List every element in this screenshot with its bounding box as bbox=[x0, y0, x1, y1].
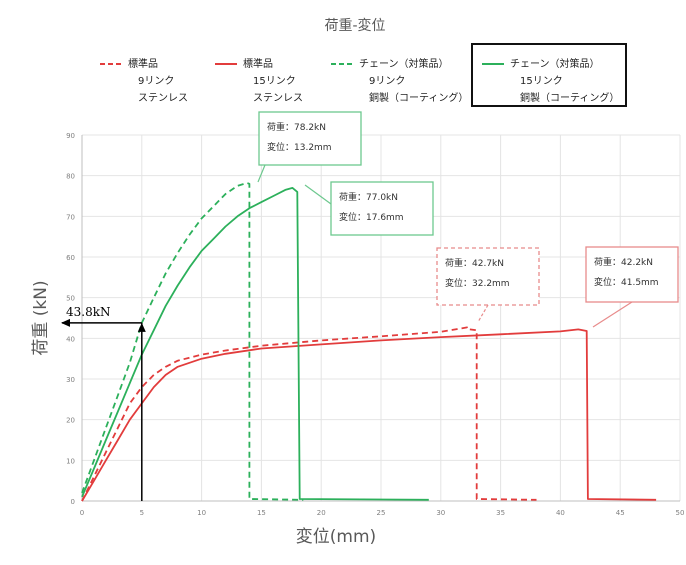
annotation-leader-1 bbox=[257, 164, 266, 183]
x-tick-label: 35 bbox=[496, 509, 505, 517]
axes bbox=[81, 135, 680, 502]
legend-label-3: チェーン（対策品） bbox=[359, 57, 449, 70]
annotation-box-2 bbox=[330, 181, 434, 236]
annotation-box-4 bbox=[585, 246, 679, 303]
y-axis-label: 荷重 (kN) bbox=[31, 280, 51, 355]
annotation-load: 荷重：42.7kN bbox=[445, 257, 504, 269]
y-tick-label: 80 bbox=[66, 173, 75, 181]
annotation-load: 荷重：77.0kN bbox=[339, 191, 398, 203]
legend-label-4: 銅製（コーティング） bbox=[520, 91, 619, 104]
marker-arrowhead-up bbox=[137, 322, 146, 332]
y-tick-label: 90 bbox=[66, 132, 75, 140]
x-tick-label: 15 bbox=[257, 509, 266, 517]
legend-label-1: 標準品 bbox=[128, 57, 158, 70]
x-tick-label: 50 bbox=[676, 509, 685, 517]
x-tick-label: 10 bbox=[197, 509, 206, 517]
annotation-load: 荷重：42.2kN bbox=[594, 256, 653, 268]
annotation-leader-2 bbox=[304, 184, 332, 205]
marker-arrowhead-left bbox=[61, 318, 70, 327]
marker-value-label: 43.8kN bbox=[66, 305, 111, 319]
legend-label-1: 9リンク bbox=[138, 75, 174, 87]
annotation-leader-3 bbox=[477, 304, 489, 323]
x-tick-label: 20 bbox=[317, 509, 326, 517]
legend-label-2: 標準品 bbox=[243, 57, 273, 70]
y-tick-label: 30 bbox=[66, 376, 75, 384]
legend-label-2: ステンレス bbox=[253, 93, 303, 104]
annotation-displacement: 変位：17.6mm bbox=[339, 211, 404, 223]
legend-label-3: 9リンク bbox=[369, 75, 405, 87]
grid bbox=[82, 134, 681, 501]
chart-title: 荷重-変位 bbox=[324, 17, 385, 34]
x-tick-label: 25 bbox=[377, 509, 386, 517]
annotation-displacement: 変位：32.2mm bbox=[445, 277, 510, 289]
legend-label-2: 15リンク bbox=[253, 75, 296, 87]
legend-label-4: チェーン（対策品） bbox=[510, 57, 600, 70]
annotation-displacement: 変位：13.2mm bbox=[267, 141, 332, 153]
tick-labels: 0 10 20 30 40 50 60 70 80 90 0 5 10 15 20 25 30 35 40 45 50 bbox=[66, 132, 684, 517]
y-tick-label: 50 bbox=[66, 295, 75, 303]
x-tick-label: 45 bbox=[616, 509, 625, 517]
x-tick-label: 0 bbox=[80, 509, 84, 517]
annotation-box-1 bbox=[258, 111, 362, 166]
y-tick-label: 70 bbox=[66, 213, 75, 221]
annotation-box-3 bbox=[436, 247, 540, 306]
x-axis-label: 変位(mm) bbox=[296, 527, 376, 547]
value-marker: 43.8kN bbox=[61, 305, 146, 501]
legend-highlight-box bbox=[471, 43, 627, 107]
x-tick-label: 30 bbox=[436, 509, 445, 517]
annotation-displacement: 変位：41.5mm bbox=[594, 276, 659, 288]
series-line-2 bbox=[81, 328, 657, 502]
annotations: 荷重：78.2kN 変位：13.2mm 荷重：77.0kN 変位：17.6mm 荷重：4… bbox=[257, 111, 679, 328]
series-line-1 bbox=[81, 326, 537, 502]
series-line-3 bbox=[81, 182, 304, 501]
series-line-4 bbox=[81, 187, 429, 501]
legend-label-4: 15リンク bbox=[520, 75, 563, 87]
x-tick-label: 5 bbox=[140, 509, 144, 517]
annotation-leader-4 bbox=[592, 301, 633, 328]
legend-label-3: 銅製（コーティング） bbox=[369, 91, 468, 104]
y-tick-label: 40 bbox=[66, 335, 75, 343]
legend-label-1: ステンレス bbox=[138, 93, 188, 104]
y-tick-label: 0 bbox=[71, 498, 75, 506]
series-lines bbox=[81, 182, 657, 502]
y-tick-label: 60 bbox=[66, 254, 75, 262]
x-tick-label: 40 bbox=[556, 509, 565, 517]
y-tick-label: 10 bbox=[66, 457, 75, 465]
annotation-load: 荷重：78.2kN bbox=[267, 121, 326, 133]
y-tick-label: 20 bbox=[66, 417, 75, 425]
